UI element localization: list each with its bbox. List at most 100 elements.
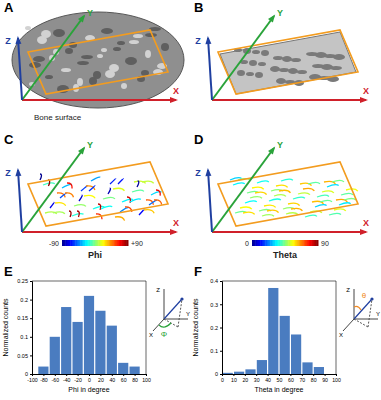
tick-label: 20: [98, 377, 104, 383]
tick: 80: [311, 374, 317, 383]
pore: [129, 40, 139, 44]
fiber: [317, 195, 329, 197]
tick-mark: [30, 300, 32, 301]
pore: [246, 72, 254, 76]
bar: [84, 296, 94, 374]
chart: 010203040506070809010000.10.20.30.4Theta…: [192, 264, 380, 394]
fiber: [269, 199, 281, 201]
fiber: [339, 203, 351, 205]
pore: [41, 30, 51, 38]
pore: [145, 50, 151, 58]
fiber: [344, 199, 356, 201]
frame: [222, 281, 336, 282]
colorbar-tick-label: -90: [49, 240, 59, 247]
tick-label: -100: [27, 377, 37, 383]
tick: 0.3: [210, 302, 222, 308]
pore: [276, 78, 286, 84]
pore: [270, 66, 280, 72]
tick-mark: [256, 374, 257, 376]
tick-mark: [146, 374, 147, 376]
frame: [146, 281, 147, 374]
arrow-head: [205, 168, 211, 176]
pore: [161, 43, 169, 51]
inset-angle-label: Φ: [161, 330, 167, 339]
fiber: [130, 199, 141, 202]
pore: [65, 48, 73, 54]
fiber: [341, 193, 353, 195]
tick-mark: [220, 328, 222, 329]
inset-angle: [159, 323, 171, 327]
axis-name: Z: [5, 168, 11, 178]
inset-axis-name: Y: [376, 311, 380, 317]
tick: 100: [332, 374, 341, 383]
pore: [81, 55, 93, 59]
panel-label: B: [194, 0, 203, 15]
tick: 60: [121, 374, 127, 383]
pore: [113, 47, 121, 51]
fiber: [79, 195, 82, 201]
bar: [268, 288, 278, 374]
arrow-head: [78, 14, 85, 22]
arrow-head: [360, 229, 368, 235]
panel: XYZ-90+90PhiC: [4, 132, 179, 260]
fiber: [308, 182, 320, 184]
tick-mark: [268, 374, 269, 376]
fiber: [101, 206, 112, 209]
bar: [130, 367, 140, 374]
tick: 40: [265, 374, 271, 383]
colorbar-title: Phi: [88, 250, 102, 260]
tick-mark: [30, 281, 32, 282]
tick-mark: [325, 374, 326, 376]
colorbar-tick-label: 0: [245, 240, 249, 247]
tick-mark: [279, 374, 280, 376]
inset-angle: [354, 306, 361, 310]
panel-label: E: [4, 264, 13, 279]
fiber: [329, 213, 341, 215]
bar: [61, 307, 71, 374]
inset-axis-name: Z: [156, 287, 160, 293]
fiber: [149, 200, 157, 205]
tick-label: 0.2: [20, 297, 28, 303]
pore: [77, 61, 89, 65]
axis-arrow: [22, 16, 84, 100]
annotation: Bone surface: [34, 113, 82, 122]
tick: 60: [288, 374, 294, 383]
fiber: [142, 181, 154, 183]
pore: [297, 70, 307, 74]
x-axis-title: Phi in degree: [68, 386, 109, 394]
pore: [279, 68, 289, 72]
pore: [258, 62, 266, 66]
tick: 0: [25, 371, 32, 377]
fiber: [65, 193, 73, 197]
pore: [249, 60, 257, 66]
axis-arrow: [22, 148, 84, 232]
chart: -100-80-60-40-2002040608010000.050.10.15…: [2, 264, 190, 394]
fiber: [98, 204, 101, 210]
bar: [302, 362, 312, 374]
tick-mark: [55, 374, 56, 376]
tick: 0: [215, 371, 222, 377]
inset: XYZθ: [339, 287, 380, 338]
fiber: [137, 181, 139, 187]
tick-label: 50: [277, 377, 283, 383]
tick-mark: [290, 374, 291, 376]
tick: 0.15: [17, 315, 32, 321]
bar: [50, 337, 60, 374]
panel-label: D: [194, 132, 203, 147]
fiber: [255, 192, 267, 194]
arrow-head: [268, 14, 275, 22]
fiber: [156, 190, 160, 196]
fiber: [84, 195, 95, 198]
pore: [261, 50, 269, 56]
fiber: [103, 197, 115, 199]
pore: [101, 48, 107, 52]
bars: [223, 288, 324, 374]
tick-mark: [123, 374, 124, 376]
inset-axis-name: X: [149, 332, 153, 338]
bar: [234, 372, 244, 374]
tick-label: 80: [132, 377, 138, 383]
tick-label: 0.4: [210, 278, 218, 284]
tick-mark: [220, 351, 222, 352]
fiber: [67, 183, 72, 188]
frame: [32, 281, 146, 282]
